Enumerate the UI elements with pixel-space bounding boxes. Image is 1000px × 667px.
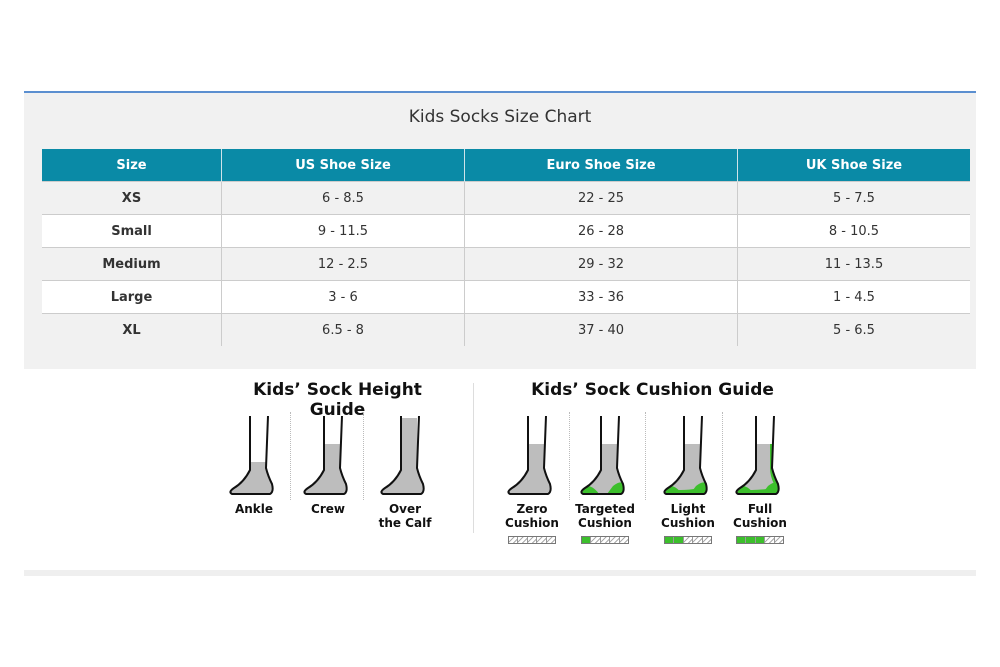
sock-icon <box>735 415 780 495</box>
cushion-level-bar <box>508 536 556 544</box>
divider <box>722 412 723 500</box>
size-table: Size US Shoe Size Euro Shoe Size UK Shoe… <box>42 149 970 346</box>
height-item-calf: Over the Calf <box>369 410 441 530</box>
sock-icon <box>580 415 625 495</box>
sock-icon <box>380 415 425 495</box>
table-cell: Small <box>42 214 222 248</box>
sock-icon <box>507 415 552 495</box>
cushion-guide-title: Kids’ Sock Cushion Guide <box>531 380 774 400</box>
divider <box>290 412 291 500</box>
table-cell: 26 - 28 <box>464 214 738 248</box>
chart-title: Kids Socks Size Chart <box>408 107 592 127</box>
table-cell: 12 - 2.5 <box>221 247 465 281</box>
table-cell: 6 - 8.5 <box>221 181 465 215</box>
table-row: XL 6.5 - 8 37 - 40 5 - 6.5 <box>42 313 970 346</box>
cushion-item: Targeted Cushion <box>569 410 641 544</box>
divider <box>645 412 646 500</box>
table-cell: 37 - 40 <box>464 313 738 346</box>
sock-icon <box>303 415 348 495</box>
cushion-label: Full Cushion <box>733 502 787 530</box>
table-cell: 9 - 11.5 <box>221 214 465 248</box>
height-guide-title: Kids’ Sock Height Guide <box>253 380 422 420</box>
size-chart-panel: Kids Socks Size Chart Size US Shoe Size … <box>24 91 976 369</box>
table-cell: 3 - 6 <box>221 280 465 314</box>
table-cell: 29 - 32 <box>464 247 738 281</box>
table-cell: Medium <box>42 247 222 281</box>
divider <box>363 412 364 500</box>
cushion-label: Zero Cushion <box>505 502 559 530</box>
table-cell: XS <box>42 181 222 215</box>
height-label: Ankle <box>234 502 274 516</box>
table-cell: 6.5 - 8 <box>221 313 465 346</box>
cushion-item: Full Cushion <box>724 410 796 544</box>
height-label: Over the Calf <box>378 502 432 530</box>
bottom-strip <box>24 570 976 576</box>
height-label: Crew <box>311 502 345 516</box>
cushion-level-bar <box>581 536 629 544</box>
sock-icon <box>229 415 274 495</box>
guide-divider <box>473 383 474 533</box>
header-size: Size <box>42 149 222 182</box>
height-item-ankle: Ankle <box>218 410 290 516</box>
cushion-item: Light Cushion <box>652 410 724 544</box>
divider <box>569 412 570 500</box>
cushion-level-bar <box>664 536 712 544</box>
header-us: US Shoe Size <box>221 149 465 182</box>
table-cell: XL <box>42 313 222 346</box>
table-row: Large 3 - 6 33 - 36 1 - 4.5 <box>42 280 970 314</box>
cushion-level-bar <box>736 536 784 544</box>
cushion-label: Light Cushion <box>661 502 715 530</box>
cushion-item: Zero Cushion <box>496 410 568 544</box>
table-cell: 5 - 7.5 <box>737 181 970 215</box>
cushion-label: Targeted Cushion <box>575 502 635 530</box>
table-header-row: Size US Shoe Size Euro Shoe Size UK Shoe… <box>42 149 970 182</box>
table-cell: Large <box>42 280 222 314</box>
table-row: Medium 12 - 2.5 29 - 32 11 - 13.5 <box>42 247 970 281</box>
table-row: Small 9 - 11.5 26 - 28 8 - 10.5 <box>42 214 970 248</box>
header-euro: Euro Shoe Size <box>464 149 738 182</box>
header-uk: UK Shoe Size <box>737 149 970 182</box>
table-cell: 8 - 10.5 <box>737 214 970 248</box>
height-item-crew: Crew <box>292 410 364 516</box>
table-cell: 1 - 4.5 <box>737 280 970 314</box>
table-cell: 22 - 25 <box>464 181 738 215</box>
table-cell: 33 - 36 <box>464 280 738 314</box>
table-row: XS 6 - 8.5 22 - 25 5 - 7.5 <box>42 181 970 215</box>
table-cell: 5 - 6.5 <box>737 313 970 346</box>
table-cell: 11 - 13.5 <box>737 247 970 281</box>
sock-icon <box>663 415 708 495</box>
